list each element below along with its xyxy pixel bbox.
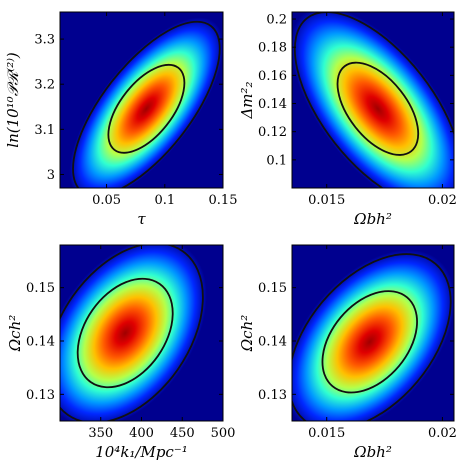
y-tick-label: 0.12 bbox=[258, 125, 287, 140]
panel-4: 0.015 0.02 0.13 0.14 0.15 Ωbh² Ωch² bbox=[238, 244, 457, 461]
contour-95-percent bbox=[292, 253, 452, 421]
y-tick-label: 3.2 bbox=[34, 78, 55, 93]
y-axis-label: ln(10¹⁰𝒫ℛ⁽²⁾) bbox=[4, 52, 22, 148]
x-tick-label: 0.015 bbox=[308, 426, 345, 441]
panel-2: 0.015 0.02 0.1 0.12 0.14 0.16 0.18 0.2 Ωbh² Δm²₂ bbox=[238, 11, 457, 228]
contour-95-percent bbox=[72, 20, 221, 188]
y-tick-label: 0.18 bbox=[258, 41, 287, 56]
posterior-density-heatmap bbox=[292, 12, 454, 188]
y-tick-label: 0.1 bbox=[266, 153, 287, 168]
y-axis-label: Δm²₂ bbox=[238, 81, 256, 119]
y-tick-label: 0.15 bbox=[26, 281, 55, 296]
x-axis-label: Ωbh² bbox=[353, 210, 392, 228]
panel-3: 350 400 450 500 0.13 0.14 0.15 10⁴k₁/Mpc⁻¹ Ωch² bbox=[6, 244, 236, 461]
x-tick-label: 0.015 bbox=[308, 193, 345, 208]
y-axis-label: Ωch² bbox=[238, 315, 256, 353]
x-axis-label: 10⁴k₁/Mpc⁻¹ bbox=[95, 443, 188, 461]
y-axis-label: Ωch² bbox=[6, 315, 24, 353]
y-tick-label: 0.13 bbox=[258, 388, 287, 403]
y-tick-label: 0.2 bbox=[266, 13, 287, 28]
x-axis-label: τ bbox=[137, 210, 146, 228]
contour-68-percent bbox=[321, 290, 418, 394]
y-tick-label: 0.14 bbox=[258, 335, 287, 350]
x-tick-label: 0.02 bbox=[428, 193, 457, 208]
posterior-density-heatmap bbox=[69, 17, 223, 188]
y-tick-label: 0.14 bbox=[258, 97, 287, 112]
y-tick-label: 0.13 bbox=[26, 388, 55, 403]
contour-68-percent bbox=[336, 61, 420, 156]
plot-frame bbox=[291, 244, 455, 422]
x-tick-label: 400 bbox=[129, 426, 154, 441]
contour-68-percent bbox=[107, 63, 186, 154]
panel-1: 0.05 0.1 0.15 3 3.1 3.2 3.3 τ ln(10¹⁰𝒫ℛ⁽²⁾) bbox=[4, 11, 238, 228]
y-tick-label: 0.14 bbox=[26, 335, 55, 350]
y-tick-label: 0.16 bbox=[258, 69, 287, 84]
x-tick-label: 0.1 bbox=[154, 193, 175, 208]
y-tick-label: 3.1 bbox=[34, 123, 55, 138]
x-tick-label: 0.02 bbox=[428, 426, 457, 441]
contour-95-percent bbox=[293, 12, 454, 188]
plot-frame bbox=[291, 11, 455, 189]
x-tick-label: 450 bbox=[170, 426, 195, 441]
posterior-density-heatmap bbox=[60, 245, 207, 421]
x-axis-label: Ωbh² bbox=[353, 443, 392, 461]
x-tick-label: 0.15 bbox=[209, 193, 238, 208]
plot-frame bbox=[59, 11, 224, 189]
x-tick-label: 500 bbox=[211, 426, 236, 441]
contour-68-percent bbox=[76, 277, 174, 389]
y-tick-label: 3.3 bbox=[34, 33, 55, 48]
x-tick-label: 0.05 bbox=[92, 193, 121, 208]
contour-95-percent bbox=[60, 245, 204, 421]
x-tick-label: 350 bbox=[88, 426, 113, 441]
y-tick-label: 0.15 bbox=[258, 281, 287, 296]
y-tick-label: 3 bbox=[47, 168, 55, 183]
